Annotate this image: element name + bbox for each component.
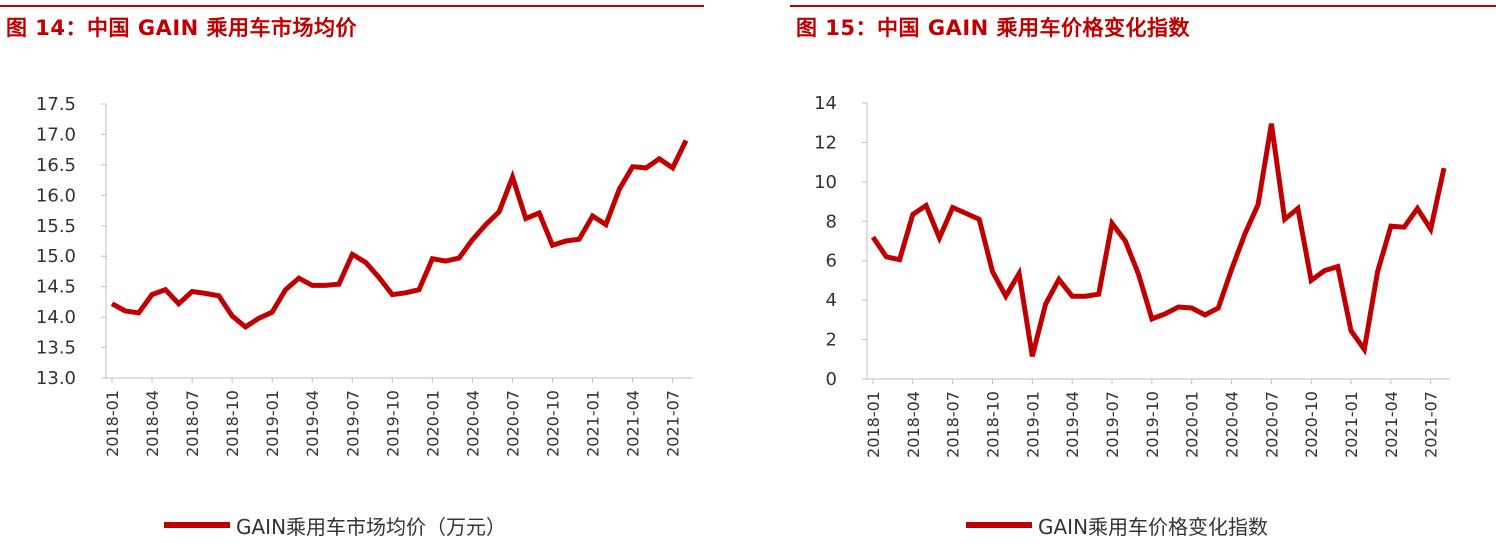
y-tick-label: 14 bbox=[814, 93, 837, 114]
y-tick-label: 2 bbox=[826, 330, 837, 351]
chart-average-price: 13.0 13.5 14.0 14.5 15.0 15.5 16.0 16.5 17.0 17.5… bbox=[36, 94, 692, 457]
legend-label: GAIN乘用车价格变化指数 bbox=[1038, 514, 1269, 539]
x-tick-label: 2018-07 bbox=[183, 390, 202, 457]
x-tick-label: 2018-10 bbox=[984, 391, 1003, 458]
title-rule bbox=[790, 5, 1496, 7]
y-tick-label: 0 bbox=[826, 369, 837, 390]
x-tick-label: 2020-10 bbox=[1302, 391, 1321, 458]
y-tick-label: 6 bbox=[826, 251, 837, 272]
x-tick-label: 2019-10 bbox=[1143, 391, 1162, 458]
series-line bbox=[870, 123, 1447, 357]
chart-price-change-index: 0 2 4 6 8 10 12 14 2018-01 2018-04 2018-07 2018-10 2… bbox=[814, 93, 1450, 458]
x-tick-label: 2019-07 bbox=[343, 390, 362, 457]
x-tick-label: 2021-04 bbox=[624, 390, 643, 457]
y-tick-label: 13.5 bbox=[36, 338, 76, 359]
x-tick-label: 2019-01 bbox=[1023, 391, 1042, 458]
y-tick-label: 12 bbox=[814, 132, 837, 153]
x-tick-label: 2018-04 bbox=[904, 391, 923, 458]
x-tick-label: 2020-01 bbox=[1183, 391, 1202, 458]
x-tick-label: 2018-10 bbox=[223, 390, 242, 457]
x-tick-label: 2018-07 bbox=[944, 391, 963, 458]
x-tick-label: 2021-07 bbox=[1422, 391, 1441, 458]
y-tick-label: 17.0 bbox=[36, 124, 76, 145]
x-tick-label: 2021-04 bbox=[1382, 391, 1401, 458]
x-tick-label: 2019-07 bbox=[1103, 391, 1122, 458]
title-rule bbox=[0, 5, 704, 7]
x-tick-label: 2020-04 bbox=[1223, 391, 1242, 458]
y-tick-label: 16.5 bbox=[36, 155, 76, 176]
x-tick-label: 2019-04 bbox=[1063, 391, 1082, 458]
x-tick-label: 2018-01 bbox=[864, 391, 883, 458]
y-tick-label: 14.0 bbox=[36, 307, 76, 328]
figure-title: 图 14：中国 GAIN 乘用车市场均价 bbox=[6, 16, 358, 40]
y-tick-label: 16.0 bbox=[36, 185, 76, 206]
y-tick-label: 17.5 bbox=[36, 94, 76, 115]
x-tick-label: 2021-01 bbox=[1342, 391, 1361, 458]
x-tick-label: 2021-07 bbox=[664, 390, 683, 457]
legend: GAIN乘用车市场均价（万元） bbox=[164, 508, 506, 542]
legend-line-swatch bbox=[966, 522, 1032, 528]
figure-title: 图 15：中国 GAIN 乘用车价格变化指数 bbox=[796, 16, 1191, 40]
x-tick-label: 2018-04 bbox=[143, 390, 162, 457]
figure-15-panel: 图 15：中国 GAIN 乘用车价格变化指数 0 2 4 6 8 10 12 14 2018-0… bbox=[790, 0, 1496, 556]
x-tick-label: 2020-10 bbox=[544, 390, 563, 457]
legend-label: GAIN乘用车市场均价（万元） bbox=[236, 514, 507, 539]
x-tick-label: 2019-10 bbox=[383, 390, 402, 457]
x-tick-label: 2020-07 bbox=[1262, 391, 1281, 458]
x-tick-label: 2020-07 bbox=[503, 390, 522, 457]
y-tick-label: 15.0 bbox=[36, 246, 76, 267]
x-tick-label: 2020-04 bbox=[463, 390, 482, 457]
figure-14-panel: 图 14：中国 GAIN 乘用车市场均价 13.0 13.5 14.0 14.5 15.… bbox=[0, 0, 706, 556]
y-tick-label: 13.0 bbox=[36, 368, 76, 389]
x-tick-label: 2020-01 bbox=[423, 390, 442, 457]
legend: GAIN乘用车价格变化指数 bbox=[966, 508, 1268, 542]
x-tick-label: 2019-04 bbox=[303, 390, 322, 457]
y-tick-label: 8 bbox=[826, 211, 837, 232]
legend-line-swatch bbox=[164, 522, 230, 528]
y-tick-label: 10 bbox=[814, 172, 837, 193]
x-tick-label: 2018-01 bbox=[103, 390, 122, 457]
y-tick-label: 15.5 bbox=[36, 216, 76, 237]
x-tick-label: 2019-01 bbox=[263, 390, 282, 457]
y-tick-label: 4 bbox=[826, 290, 837, 311]
x-tick-label: 2021-01 bbox=[584, 390, 603, 457]
series-line bbox=[110, 139, 689, 330]
y-tick-label: 14.5 bbox=[36, 277, 76, 298]
